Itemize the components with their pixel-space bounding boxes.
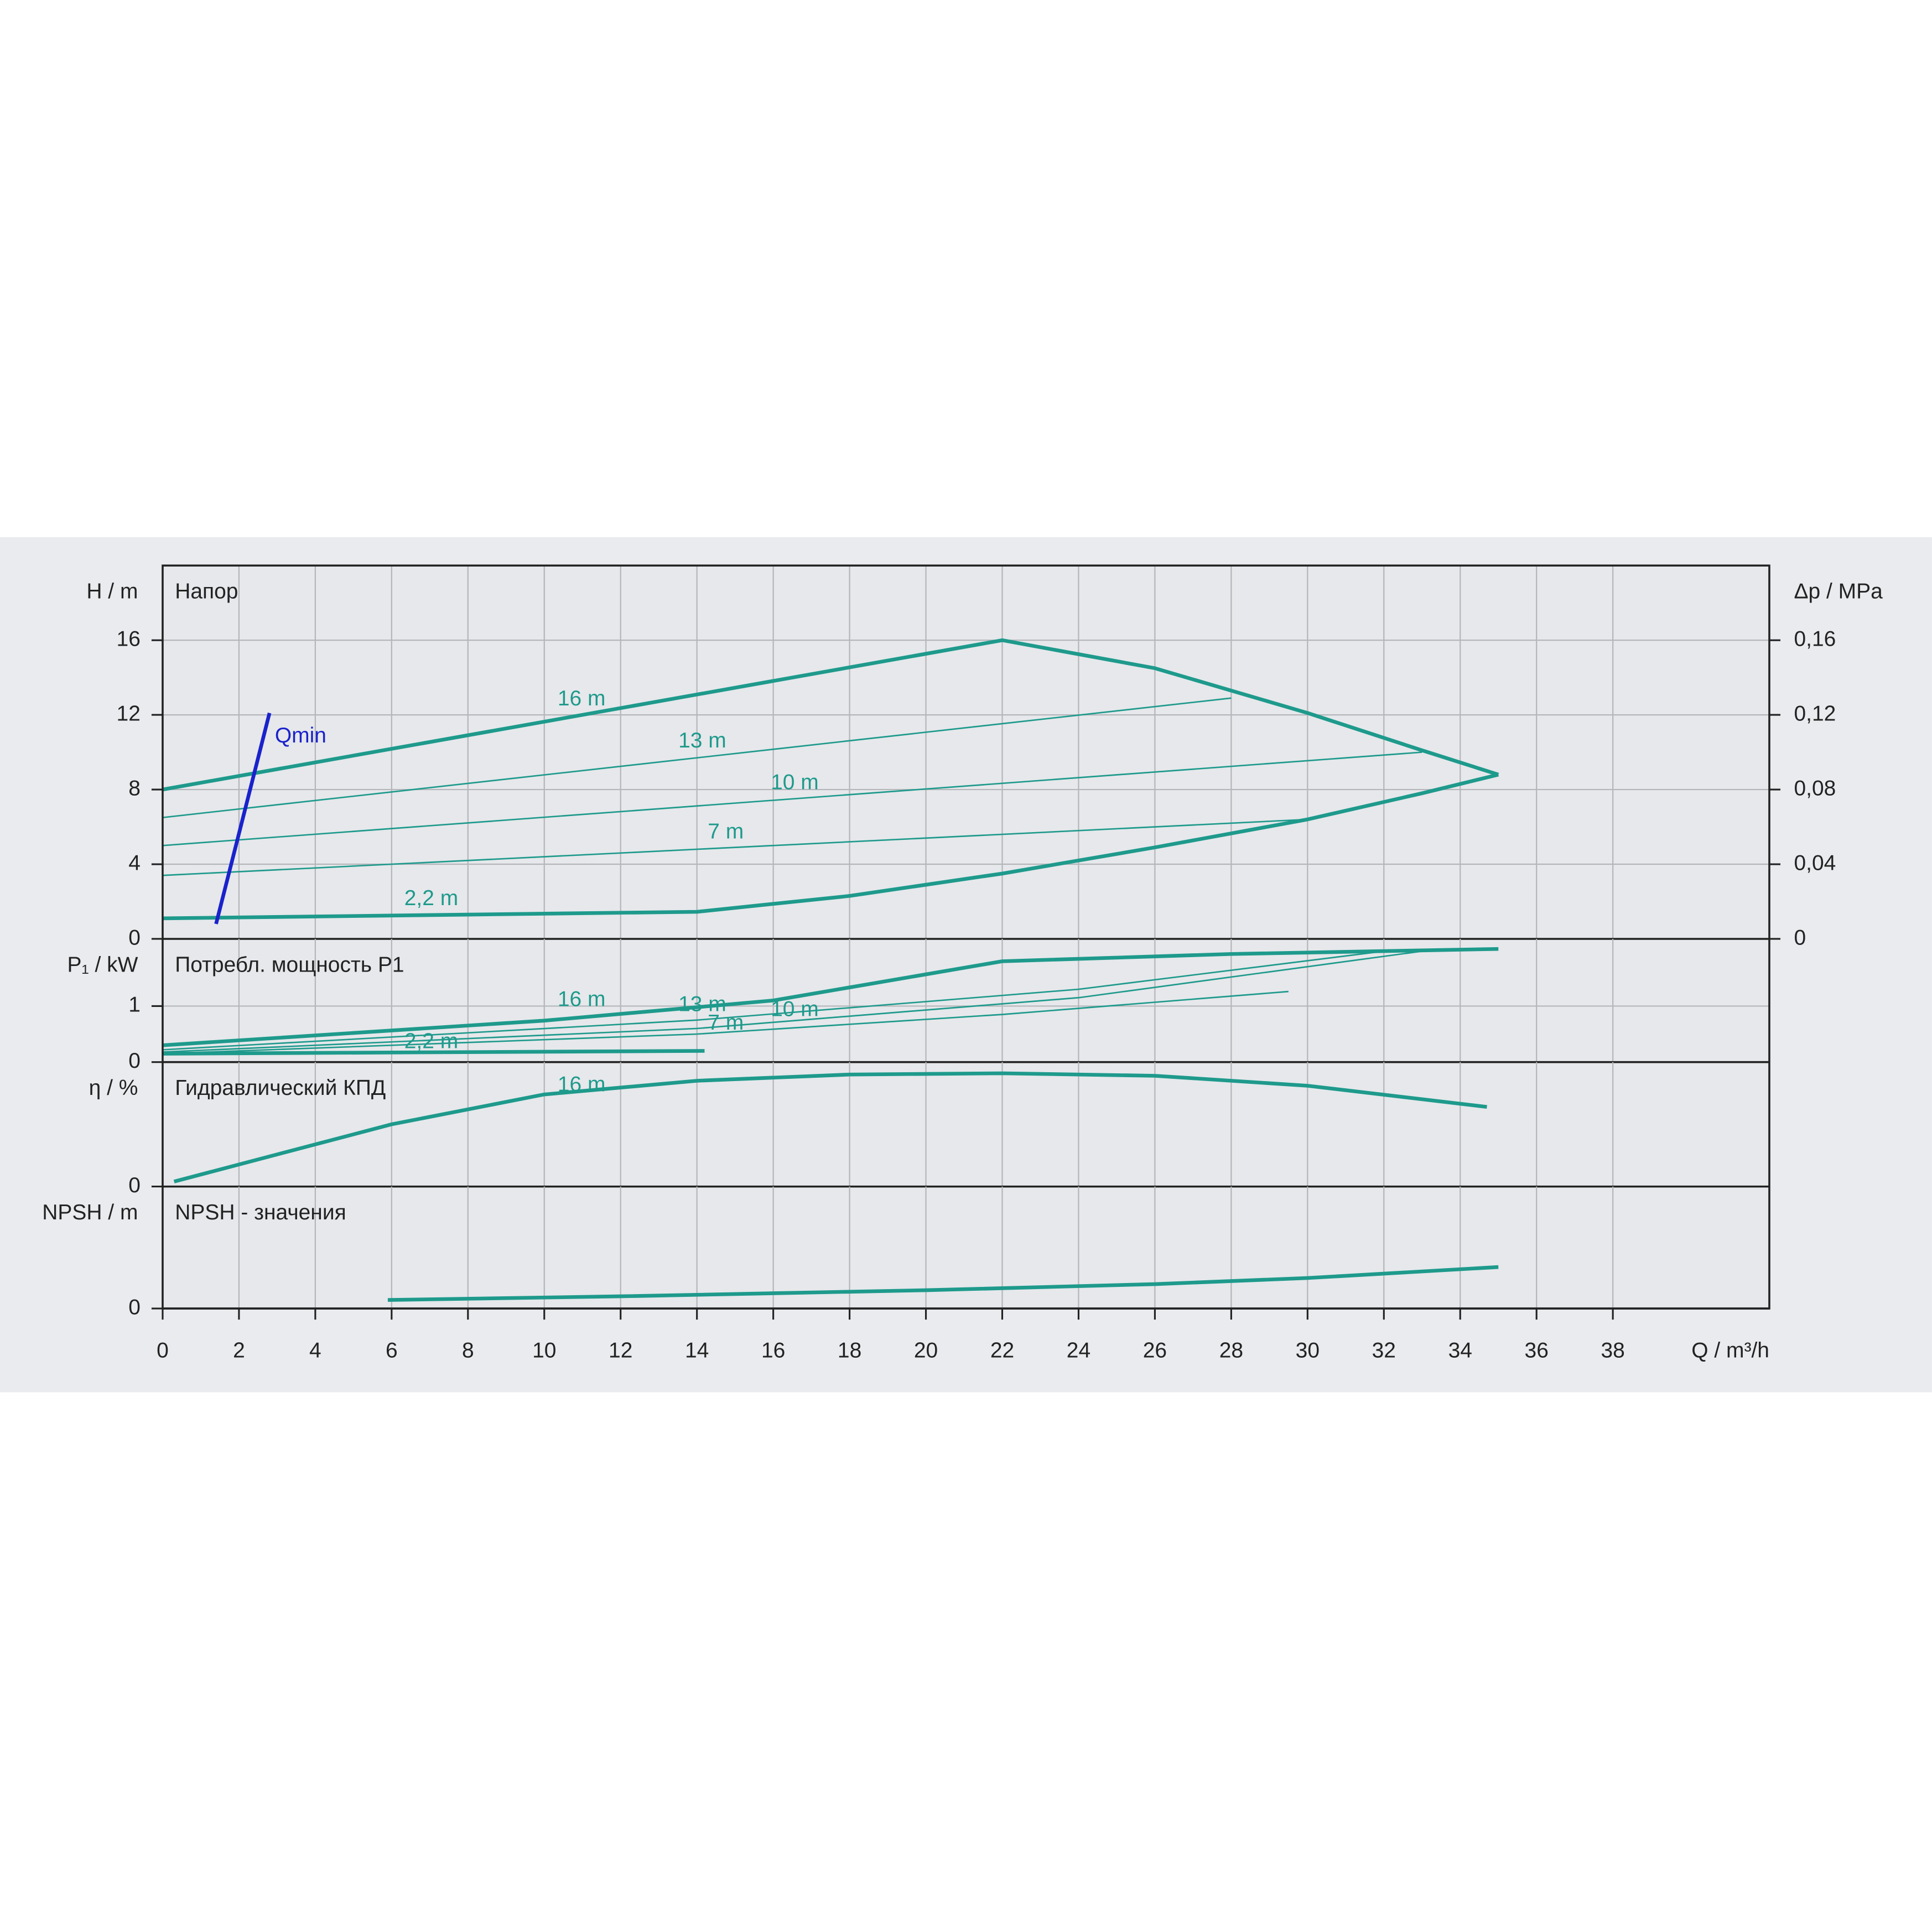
curve-label: 13 m: [678, 729, 726, 752]
y-tick-label: 16: [117, 627, 141, 651]
y-tick-label: 1: [128, 993, 141, 1017]
x-tick-label: 18: [838, 1338, 861, 1362]
x-tick-label: 4: [309, 1338, 321, 1362]
x-tick-label: 2: [233, 1338, 245, 1362]
y-tick-label: 4: [128, 851, 141, 875]
curve-label: 7 m: [708, 1011, 744, 1035]
x-tick-label: 20: [914, 1338, 938, 1362]
y-tick-label: 0: [128, 1295, 141, 1319]
curve: [162, 950, 1422, 1053]
x-tick-label: 26: [1143, 1338, 1167, 1362]
x-tick-label: 36: [1525, 1338, 1549, 1362]
panel-title: NPSH - значения: [175, 1201, 346, 1224]
curve: [387, 1265, 1499, 1302]
y-tick-label: 0: [128, 1049, 141, 1073]
y-axis-label: P₁ / kW: [67, 953, 138, 977]
y-tick-label: 0: [128, 926, 141, 949]
panel-title: Потребл. мощность P1: [175, 953, 404, 977]
curve: [214, 712, 272, 925]
curve: [162, 950, 1384, 1051]
x-tick-label: 28: [1219, 1338, 1243, 1362]
x-tick-label: 34: [1448, 1338, 1472, 1362]
curve: [173, 1071, 1487, 1183]
y2-tick-label: 0,04: [1794, 851, 1836, 875]
x-tick-label: 12: [609, 1338, 632, 1362]
y2-tick-label: 0,16: [1794, 627, 1836, 651]
y2-tick-label: 0,12: [1794, 702, 1836, 725]
x-tick-label: 10: [532, 1338, 556, 1362]
y2-tick-label: 0,08: [1794, 776, 1836, 800]
y-tick-label: 0: [128, 1173, 141, 1197]
x-tick-label: 16: [761, 1338, 785, 1362]
curve-label: 2,2 m: [404, 886, 458, 910]
y2-axis-label: Δp / MPa: [1794, 579, 1883, 603]
y-tick-label: 8: [128, 776, 141, 800]
curve: [162, 990, 1289, 1055]
curve: [162, 751, 1422, 846]
x-tick-label: 22: [990, 1338, 1014, 1362]
y-axis-label: η / %: [89, 1076, 138, 1100]
curve-label: 10 m: [771, 997, 819, 1021]
curve-label: 10 m: [771, 771, 819, 794]
curve: [162, 947, 1499, 1047]
x-tick-label: 30: [1296, 1338, 1320, 1362]
x-axis-label: Q / m³/h: [1691, 1338, 1769, 1362]
x-tick-label: 8: [462, 1338, 474, 1362]
curve-label: 16 m: [558, 1072, 606, 1096]
curve: [162, 818, 1308, 876]
y-axis-label: NPSH / m: [42, 1201, 138, 1224]
panel-title: Напор: [175, 579, 238, 603]
plot-area: [162, 565, 1769, 1309]
curve-label: Qmin: [275, 724, 326, 747]
panel-title: Гидравлический КПД: [175, 1076, 386, 1100]
x-tick-label: 32: [1372, 1338, 1396, 1362]
curve-label: 16 m: [558, 988, 606, 1011]
x-tick-label: 24: [1067, 1338, 1090, 1362]
curve-label: 2,2 m: [404, 1029, 458, 1053]
plot-frame: [162, 564, 1770, 1310]
curve: [162, 1049, 705, 1056]
y2-tick-label: 0: [1794, 926, 1806, 949]
x-tick-label: 14: [685, 1338, 709, 1362]
curve-label: 7 m: [708, 820, 744, 844]
x-tick-label: 0: [157, 1338, 169, 1362]
y-axis-label: H / m: [86, 579, 138, 603]
x-tick-label: 6: [386, 1338, 398, 1362]
curve: [162, 772, 1499, 921]
curve-label: 13 m: [678, 993, 726, 1016]
x-tick-label: 38: [1601, 1338, 1624, 1362]
y-tick-label: 12: [117, 702, 141, 725]
curve-label: 16 m: [558, 687, 606, 710]
curve: [162, 638, 1499, 792]
curve: [162, 697, 1232, 818]
